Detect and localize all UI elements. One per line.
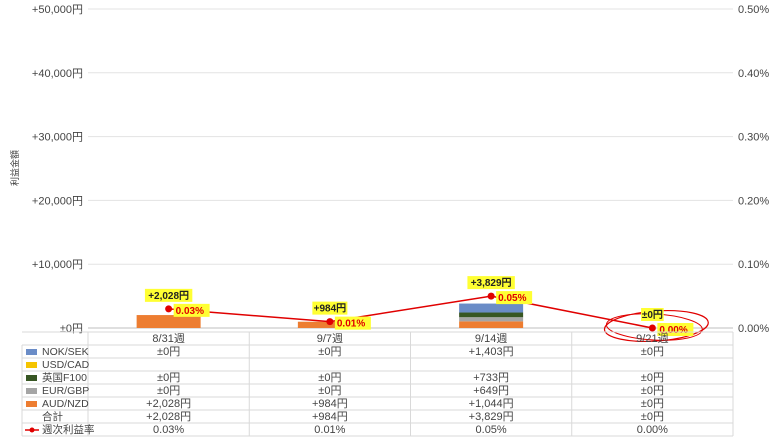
y-tick-label: ±0円 — [60, 323, 83, 335]
legend-entry: 合計 — [42, 410, 63, 423]
table-cell: +2,028円 — [146, 411, 191, 423]
y2-tick-label: 0.10% — [738, 259, 769, 271]
legend-entry: 週次利益率 — [42, 423, 95, 436]
rate-label-bg — [496, 291, 533, 305]
table-cell: ±0円 — [157, 372, 180, 384]
rate-series-line — [168, 295, 653, 329]
y2-tick-label: 0.00% — [738, 323, 769, 335]
y2-tick-label: 0.40% — [738, 68, 769, 80]
rate-point — [165, 305, 173, 313]
table-cell: ±0円 — [318, 385, 341, 397]
total-label: +984円 — [314, 303, 347, 315]
legend-swatch — [26, 388, 37, 394]
table-cell: +2,028円 — [146, 398, 191, 410]
total-label-bg — [467, 276, 515, 290]
legend-entry: USD/CAD — [42, 359, 90, 371]
category-label: 9/14週 — [475, 332, 507, 345]
total-label: ±0円 — [642, 309, 663, 321]
y-tick-label: +10,000円 — [32, 259, 83, 271]
y2-tick-label: 0.30% — [738, 132, 769, 144]
legend-swatch — [26, 349, 37, 355]
rate-label: 0.00% — [659, 325, 687, 336]
category-label: 9/7週 — [317, 332, 343, 345]
table-cell: ±0円 — [157, 346, 180, 358]
category-label: 9/21週 — [636, 332, 668, 345]
rate-point — [648, 324, 656, 332]
rate-line — [165, 292, 709, 342]
legend-swatch — [26, 375, 37, 381]
table-cell: ±0円 — [318, 372, 341, 384]
rate-label: 0.05% — [498, 293, 526, 304]
table-cell: 0.03% — [153, 424, 184, 436]
total-label: +3,829円 — [471, 277, 512, 289]
table-cell: 0.01% — [314, 424, 345, 436]
y2-tick-label: 0.50% — [738, 4, 769, 16]
rate-point — [487, 292, 495, 300]
table-cell: ±0円 — [157, 385, 180, 397]
bar-segment — [459, 303, 524, 313]
total-label: +2,028円 — [148, 290, 189, 302]
table-cell: +649円 — [473, 385, 509, 397]
table-cell: 0.00% — [637, 424, 668, 436]
y-tick-label: +30,000円 — [32, 132, 83, 144]
table-cell: +984円 — [312, 398, 348, 410]
bar-segment — [459, 317, 524, 322]
table-cell: +733円 — [473, 372, 509, 384]
y2-tick-label: 0.20% — [738, 195, 769, 207]
table-cell: ±0円 — [641, 372, 664, 384]
y-axis-left: ±0円 +10,000円 +20,000円 +30,000円 +40,000円 +50,0… — [32, 4, 83, 335]
category-label: 8/31週 — [152, 332, 184, 345]
legend-entry: EUR/GBP — [42, 385, 89, 397]
total-label-bg — [312, 301, 348, 315]
y-axis-label: 利益金額 — [9, 150, 20, 186]
total-label-bg — [641, 308, 664, 321]
total-label-bg — [144, 288, 193, 302]
bar-segment — [459, 312, 524, 318]
table-cell: +3,829円 — [469, 411, 514, 423]
table-cell: +1,044円 — [469, 398, 514, 410]
rate-label-bg — [334, 316, 371, 330]
table-cell: ±0円 — [641, 385, 664, 397]
table-cell: ±0円 — [641, 411, 664, 423]
rate-label: 0.03% — [176, 306, 204, 317]
legend-entry: NOK/SEK — [42, 346, 89, 358]
legend-swatch — [26, 401, 37, 407]
rate-point — [326, 318, 334, 326]
legend-entry: 英国F100 — [42, 371, 87, 384]
bar-segment — [136, 315, 201, 328]
rate-label-bg — [173, 303, 210, 317]
legend-entry: AUD/NZD — [42, 398, 89, 410]
bar-segment — [459, 321, 524, 328]
table-cell: +984円 — [312, 411, 348, 423]
gridlines — [88, 8, 733, 329]
data-labels: +2,028円 0.03% +984円 0.01% +3,829円 0.05% ±0円 0.0… — [144, 276, 694, 336]
y-tick-label: +40,000円 — [32, 68, 83, 80]
table-cell: ±0円 — [641, 346, 664, 358]
y-tick-label: +20,000円 — [32, 195, 83, 207]
rate-label-bg — [657, 323, 694, 336]
table-cell: 0.05% — [476, 424, 507, 436]
legend-swatch — [26, 362, 37, 368]
y-axis-right: 0.00% 0.10% 0.20% 0.30% 0.40% 0.50% — [738, 4, 769, 335]
table-cell: ±0円 — [318, 346, 341, 358]
table-cell: ±0円 — [641, 398, 664, 410]
rate-label: 0.01% — [337, 319, 365, 330]
legend-swatch — [29, 427, 35, 433]
table-cell: +1,403円 — [469, 346, 514, 358]
y-tick-label: +50,000円 — [32, 4, 83, 16]
